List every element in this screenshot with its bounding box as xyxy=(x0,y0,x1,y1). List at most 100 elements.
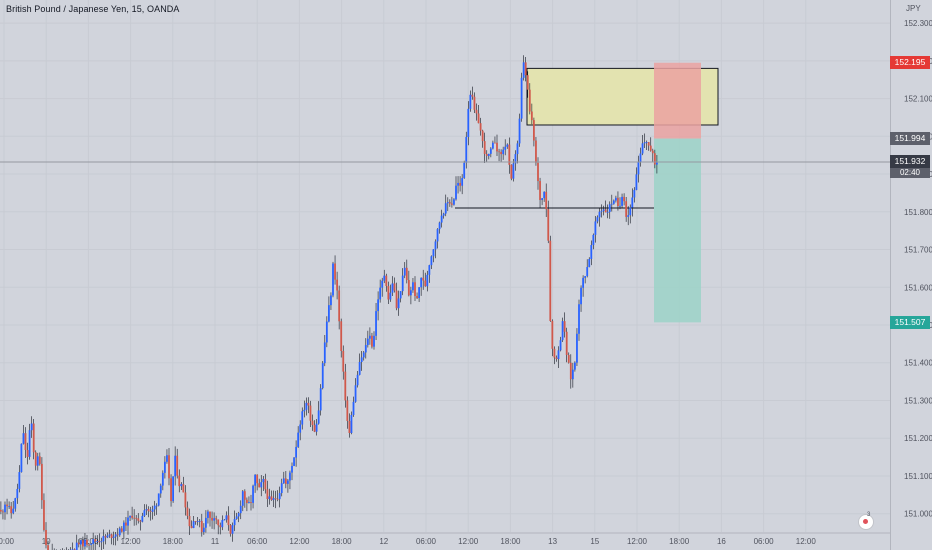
candle-body xyxy=(6,504,8,507)
candle-body xyxy=(633,189,636,198)
candle-body xyxy=(432,249,435,257)
candle-body xyxy=(623,196,625,202)
candle-body xyxy=(352,401,355,415)
candle-body xyxy=(530,111,533,121)
candle-body xyxy=(373,335,375,347)
candle-body xyxy=(510,164,513,179)
candle-body xyxy=(489,148,492,154)
candle-body xyxy=(315,423,318,432)
candle-body xyxy=(615,197,617,201)
candle-body xyxy=(533,120,535,141)
candle-body xyxy=(455,185,457,200)
candle-body xyxy=(358,361,361,375)
candle-body xyxy=(651,150,654,154)
candle-body xyxy=(446,202,449,204)
candle-body xyxy=(471,94,474,97)
time-tick-label: 18:00 xyxy=(163,537,184,546)
candle-body xyxy=(588,258,591,268)
time-tick-label: 18:00 xyxy=(669,537,690,546)
candle-body xyxy=(405,267,408,281)
candle-body xyxy=(215,518,218,520)
candle-body xyxy=(282,478,285,484)
candle-body xyxy=(172,476,174,502)
candle-body xyxy=(571,369,574,380)
candle-body xyxy=(170,478,172,502)
candle-body xyxy=(487,153,490,156)
time-tick-label: 12 xyxy=(379,537,388,546)
candle-body xyxy=(2,511,4,513)
candle-body xyxy=(192,521,195,529)
candle-body xyxy=(369,335,371,339)
candle-body xyxy=(100,541,103,543)
candle-body xyxy=(38,456,41,464)
candle-body xyxy=(520,77,523,119)
candle-body xyxy=(619,205,621,207)
time-tick-label: 06:00 xyxy=(247,537,268,546)
candle-body xyxy=(328,305,330,322)
candle-body xyxy=(266,489,269,500)
candle-body xyxy=(366,338,369,346)
candle-body xyxy=(467,108,470,137)
price-tick-label: 151.000 xyxy=(904,510,932,519)
candle-body xyxy=(631,197,634,208)
candle-body xyxy=(32,423,35,453)
candle-body xyxy=(477,113,480,124)
candle-body xyxy=(209,511,211,518)
candle-body xyxy=(397,298,400,309)
candle-body xyxy=(213,518,215,521)
candle-body xyxy=(270,496,273,501)
candle-body xyxy=(504,146,507,150)
candle-body xyxy=(407,280,410,296)
candle-body xyxy=(75,542,78,550)
candle-body xyxy=(303,409,306,412)
candle-body xyxy=(514,154,517,164)
candle-body xyxy=(252,485,254,503)
candle-body xyxy=(576,333,578,363)
candle-body xyxy=(485,153,488,156)
bar-countdown-badge: 02:40 xyxy=(890,168,930,178)
candle-body xyxy=(127,517,129,526)
candle-body xyxy=(10,506,13,514)
candle-body xyxy=(475,109,478,114)
candle-body xyxy=(604,209,607,213)
candle-body xyxy=(287,480,289,484)
last-price-badge: 151.932 xyxy=(890,155,930,169)
candle-body xyxy=(354,385,357,402)
candle-body xyxy=(346,400,349,421)
candle-body xyxy=(379,287,382,300)
take-profit-price-badge: 151.507 xyxy=(890,315,930,329)
candle-body xyxy=(459,182,461,186)
candle-body xyxy=(430,256,433,266)
candle-body xyxy=(149,511,152,512)
candle-body xyxy=(45,529,47,546)
candle-body xyxy=(444,203,447,214)
candle-body xyxy=(414,282,416,297)
time-tick-label: 12:00 xyxy=(289,537,310,546)
candle-body xyxy=(342,350,345,372)
candle-body xyxy=(157,493,160,506)
candle-body xyxy=(580,287,582,305)
candle-body xyxy=(12,508,15,514)
candle-body xyxy=(362,352,365,358)
time-tick-label: 06:00 xyxy=(754,537,775,546)
candle-body xyxy=(184,492,187,508)
candle-body xyxy=(114,534,117,537)
candle-body xyxy=(180,484,183,487)
candle-body xyxy=(371,335,373,347)
candle-body xyxy=(26,449,29,457)
time-tick-label: 06:00 xyxy=(416,537,437,546)
candle-body xyxy=(223,519,226,521)
candle-body xyxy=(284,478,287,484)
candle-body xyxy=(256,474,259,484)
candle-body xyxy=(434,241,437,250)
candle-body xyxy=(557,350,560,360)
candle-body xyxy=(260,482,263,488)
candle-body xyxy=(381,280,384,288)
candle-body xyxy=(47,545,49,550)
candle-body xyxy=(295,446,297,458)
candle-body xyxy=(645,142,648,143)
candle-body xyxy=(559,340,562,351)
candle-body xyxy=(524,62,527,76)
